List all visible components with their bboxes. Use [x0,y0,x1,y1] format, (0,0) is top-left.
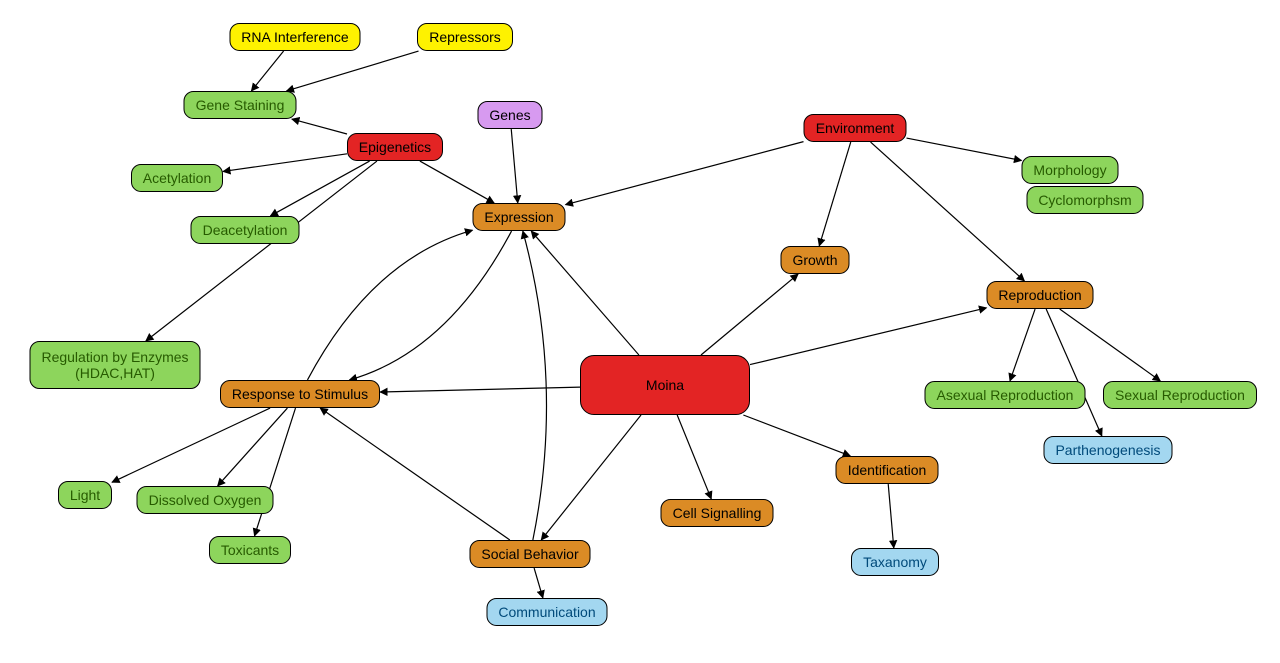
node-parth: Parthenogenesis [1044,436,1173,464]
node-label: Identification [848,462,927,478]
node-label: Asexual Reproduction [937,387,1074,403]
node-taxonomy: Taxanomy [851,548,939,576]
node-label: Communication [498,604,595,620]
edge-epigenetics-acetylation [223,154,347,172]
edge-environment-growth [819,142,850,246]
node-reg_enzymes: Regulation by Enzymes (HDAC,HAT) [30,341,201,389]
node-social: Social Behavior [470,540,591,568]
node-light: Light [58,481,112,509]
node-gene_staining: Gene Staining [184,91,297,119]
node-acetylation: Acetylation [131,164,223,192]
edge-social-expression [523,231,547,540]
edge-rna-gene_staining [251,51,283,91]
edge-expression-response [349,231,511,380]
node-label: Regulation by Enzymes (HDAC,HAT) [41,349,188,381]
node-expression: Expression [473,203,566,231]
node-label: Response to Stimulus [232,386,368,402]
edge-identification-taxonomy [888,484,894,548]
node-cell_signal: Cell Signalling [661,499,774,527]
edge-social-response [320,408,510,540]
edge-reproduction-parth [1046,309,1102,436]
node-label: Gene Staining [196,97,285,113]
node-deacetylation: Deacetylation [191,216,300,244]
node-label: Reproduction [998,287,1081,303]
node-growth: Growth [781,246,850,274]
node-environment: Environment [804,114,907,142]
edge-moina-growth [701,274,798,355]
edge-environment-reproduction [871,142,1025,281]
node-communication: Communication [487,598,608,626]
edge-moina-reproduction [750,308,987,365]
node-toxicants: Toxicants [209,536,291,564]
node-label: Light [70,487,100,503]
node-label: Social Behavior [481,546,578,562]
edge-moina-expression [531,231,639,355]
edge-moina-identification [743,415,850,456]
edge-environment-morphology [907,138,1022,160]
edge-response-toxicants [255,408,296,536]
edge-repressors-gene_staining [286,51,418,91]
edge-response-diss_oxy [218,408,288,486]
node-sex_repro: Sexual Reproduction [1103,381,1257,409]
node-label: Acetylation [143,170,211,186]
node-response: Response to Stimulus [220,380,380,408]
node-rna: RNA Interference [230,23,361,51]
node-label: Repressors [429,29,501,45]
node-morphology: Morphology [1022,156,1119,184]
edge-environment-expression [566,142,804,205]
node-label: Sexual Reproduction [1115,387,1245,403]
edge-moina-social [541,415,641,540]
node-label: Dissolved Oxygen [149,492,262,508]
edge-moina-response [380,387,580,392]
node-label: Moina [646,377,684,393]
node-label: Expression [484,209,553,225]
edge-moina-cell_signal [677,415,711,499]
node-identification: Identification [836,456,939,484]
node-label: Growth [792,252,837,268]
edge-genes-expression [511,129,518,203]
node-asex_repro: Asexual Reproduction [925,381,1086,409]
edge-reproduction-sex_repro [1060,309,1161,381]
edge-reproduction-asex_repro [1010,309,1035,381]
node-label: Toxicants [221,542,279,558]
node-genes: Genes [478,101,543,129]
edge-response-expression [307,230,472,380]
node-label: RNA Interference [241,29,348,45]
node-reproduction: Reproduction [987,281,1094,309]
node-label: Epigenetics [359,139,431,155]
node-label: Parthenogenesis [1055,442,1160,458]
node-diss_oxy: Dissolved Oxygen [137,486,274,514]
edge-social-communication [534,568,543,598]
diagram-canvas: Moina Environment Epigenetics Expression Gro… [0,0,1280,663]
node-moina: Moina [580,355,750,415]
node-label: Taxanomy [863,554,927,570]
edge-response-light [112,408,270,482]
node-label: Cell Signalling [673,505,762,521]
edge-epigenetics-deacetylation [270,161,369,216]
node-repressors: Repressors [417,23,513,51]
edge-epigenetics-expression [420,161,494,203]
node-label: Cyclomorphsm [1038,192,1131,208]
node-cyclomorph: Cyclomorphsm [1027,186,1144,214]
node-label: Deacetylation [203,222,288,238]
edge-epigenetics-gene_staining [292,119,347,134]
node-epigenetics: Epigenetics [347,133,443,161]
node-label: Morphology [1033,162,1106,178]
node-label: Genes [489,107,530,123]
node-label: Environment [816,120,895,136]
